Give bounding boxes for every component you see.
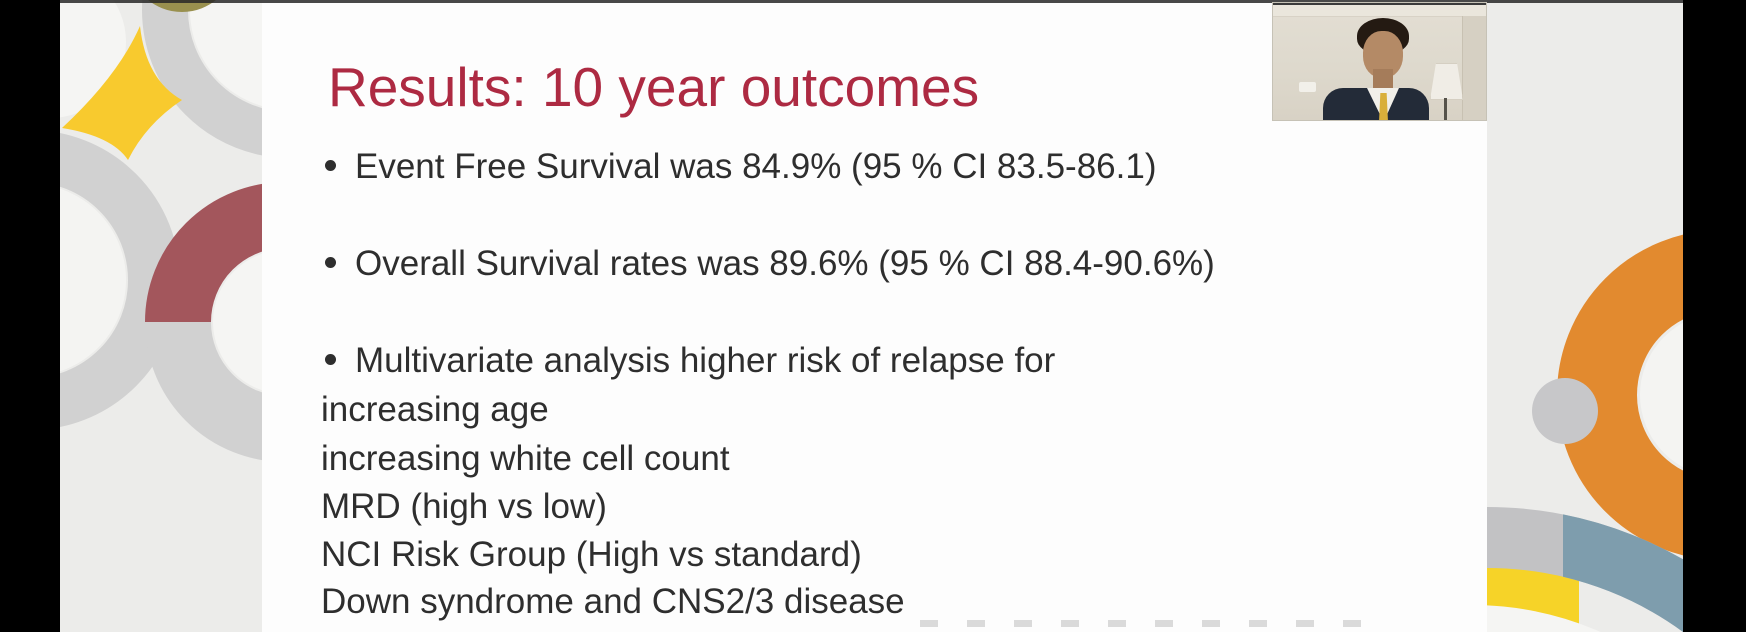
- presenter-tie: [1379, 93, 1388, 120]
- dash: [1155, 620, 1173, 627]
- bullet-dot: [325, 160, 336, 171]
- top-edge-line: [60, 0, 1683, 3]
- bullet-line-1: Event Free Survival was 84.9% (95 % CI 8…: [355, 147, 1157, 186]
- bullet-dot: [325, 354, 336, 365]
- letterbox-left: [0, 0, 60, 632]
- lamp-shade: [1430, 63, 1463, 100]
- video-top-edge: [1273, 3, 1486, 5]
- bullet-line-2: Overall Survival rates was 89.6% (95 % C…: [355, 244, 1215, 283]
- sub-line-down-syndrome: Down syndrome and CNS2/3 disease: [321, 582, 905, 621]
- decor-blue-ring-clip: [1563, 0, 1683, 632]
- sub-line-mrd: MRD (high vs low): [321, 487, 607, 526]
- sub-line-nci-risk: NCI Risk Group (High vs standard): [321, 535, 862, 574]
- presenter-video[interactable]: [1272, 2, 1487, 121]
- lamp-pole: [1444, 98, 1447, 120]
- dash: [1249, 620, 1267, 627]
- bullet-line-3: Multivariate analysis higher risk of rel…: [355, 341, 1056, 380]
- dash: [1296, 620, 1314, 627]
- dash: [1343, 620, 1361, 627]
- decor-gray-ring-clip: [60, 322, 262, 632]
- decorative-strip-left: [60, 0, 262, 632]
- sub-line-white-cell-count: increasing white cell count: [321, 439, 730, 478]
- decor-yellow-star: [62, 26, 182, 160]
- bullet-dot: [325, 257, 336, 268]
- dash: [1108, 620, 1126, 627]
- dash: [1014, 620, 1032, 627]
- dash: [1202, 620, 1220, 627]
- dash: [920, 620, 938, 627]
- presenter-neck: [1373, 69, 1393, 89]
- decor-gray-circle: [1532, 378, 1598, 444]
- wall-molding: [1273, 5, 1486, 17]
- sub-line-increasing-age: increasing age: [321, 390, 549, 429]
- dash: [1061, 620, 1079, 627]
- wall-switch: [1299, 82, 1316, 92]
- cutoff-text-dashes: [920, 620, 1390, 627]
- decorative-strip-right: [1487, 0, 1683, 632]
- dash: [967, 620, 985, 627]
- wall-corner: [1462, 16, 1486, 120]
- slide-title: Results: 10 year outcomes: [328, 56, 980, 118]
- letterbox-right: [1683, 0, 1746, 632]
